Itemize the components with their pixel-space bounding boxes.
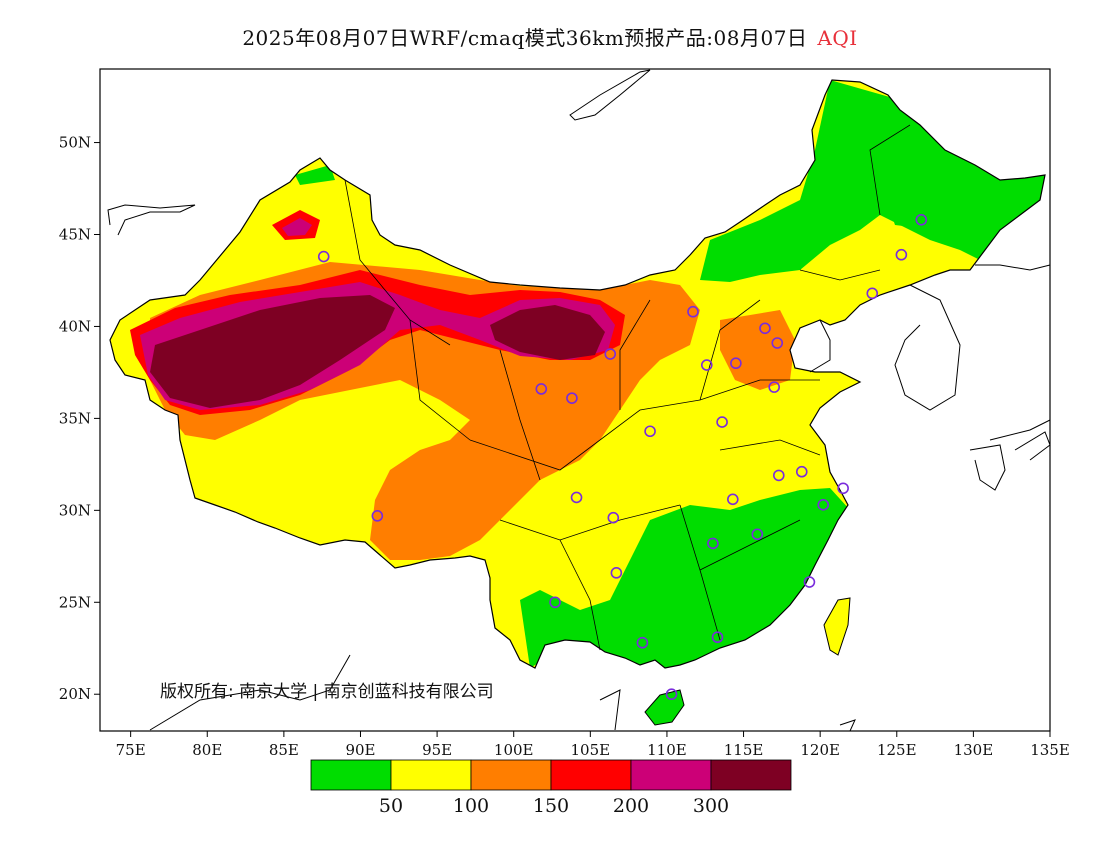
lat-tick-label: 45N bbox=[59, 226, 91, 244]
lon-tick-label: 95E bbox=[422, 741, 452, 759]
lat-tick-label: 35N bbox=[59, 409, 91, 427]
title-variable: AQI bbox=[817, 26, 858, 50]
station-marker bbox=[730, 357, 742, 370]
lon-tick-label: 125E bbox=[877, 741, 917, 759]
colorbar-swatch bbox=[630, 759, 712, 791]
neighbour-coastlines bbox=[107, 69, 1051, 732]
station-marker bbox=[566, 392, 578, 404]
station-marker bbox=[570, 491, 583, 504]
station-marker bbox=[866, 287, 879, 300]
lon-tick-label: 90E bbox=[345, 741, 375, 759]
station-marker bbox=[549, 596, 561, 609]
station-marker bbox=[711, 631, 724, 644]
station-marker bbox=[803, 576, 816, 588]
station-marker bbox=[535, 383, 548, 395]
colorbar-swatch bbox=[710, 759, 792, 791]
lon-tick-label: 135E bbox=[1030, 741, 1070, 759]
lon-tick-label: 120E bbox=[800, 741, 840, 759]
station-marker bbox=[604, 348, 617, 360]
station-marker bbox=[700, 359, 713, 371]
colorbar-label: 200 bbox=[613, 795, 649, 817]
map-title: 2025年08月07日WRF/cmaq模式36km预报产品:08月07日 AQI bbox=[0, 22, 1100, 51]
colorbar-swatch bbox=[470, 759, 552, 791]
station-marker bbox=[837, 482, 849, 495]
lon-tick-label: 105E bbox=[571, 741, 611, 759]
station-marker bbox=[716, 416, 728, 428]
lat-tick-label: 50N bbox=[59, 134, 91, 152]
colorbar-label: 300 bbox=[693, 795, 729, 817]
station-marker bbox=[707, 537, 719, 550]
title-main: 2025年08月07日WRF/cmaq模式36km预报产品:08月07日 bbox=[242, 26, 808, 50]
province-boundaries bbox=[344, 124, 911, 651]
colorbar-swatch bbox=[550, 759, 632, 791]
lat-tick-label: 30N bbox=[59, 501, 91, 519]
station-markers bbox=[317, 213, 928, 701]
lat-tick-label: 20N bbox=[59, 685, 91, 703]
lon-tick-label: 85E bbox=[269, 741, 299, 759]
station-marker bbox=[915, 213, 928, 226]
latitude-ticks: 20N 25N 30N 35N 40N 45N 50N bbox=[59, 134, 100, 703]
lon-tick-label: 100E bbox=[494, 741, 534, 759]
colorbar-label: 100 bbox=[453, 795, 489, 817]
map-frame bbox=[99, 68, 1051, 732]
station-marker bbox=[759, 322, 771, 335]
station-marker bbox=[751, 528, 764, 541]
station-marker bbox=[687, 305, 699, 318]
lat-tick-label: 25N bbox=[59, 593, 91, 611]
station-marker bbox=[610, 567, 623, 579]
colorbar: 50 100 150 200 300 bbox=[310, 759, 792, 817]
lon-tick-label: 75E bbox=[116, 741, 146, 759]
station-marker bbox=[665, 688, 678, 701]
station-marker bbox=[317, 250, 330, 263]
station-marker bbox=[772, 469, 785, 482]
longitude-ticks: 75E 80E 85E 90E 95E 100E 105E 110E 115E 120E 125E 1… bbox=[116, 731, 1070, 759]
station-marker bbox=[771, 337, 784, 349]
colorbar-label: 150 bbox=[533, 795, 569, 817]
lat-tick-label: 40N bbox=[59, 317, 91, 335]
taiwan-island bbox=[823, 597, 851, 656]
station-marker bbox=[727, 493, 739, 506]
station-marker bbox=[636, 636, 649, 649]
colorbar-label: 50 bbox=[379, 795, 403, 817]
lon-tick-label: 110E bbox=[647, 741, 687, 759]
station-marker bbox=[895, 248, 908, 261]
copyright-text: 版权所有: 南京大学 | 南京创蓝科技有限公司 bbox=[160, 682, 494, 702]
station-marker bbox=[371, 510, 384, 522]
station-marker bbox=[607, 511, 620, 524]
lon-tick-label: 130E bbox=[954, 741, 994, 759]
station-marker bbox=[768, 381, 780, 393]
lon-tick-label: 80E bbox=[192, 741, 222, 759]
colorbar-swatch bbox=[310, 759, 392, 791]
lon-tick-label: 115E bbox=[724, 741, 764, 759]
colorbar-swatch bbox=[390, 759, 472, 791]
station-marker bbox=[795, 465, 808, 478]
station-marker bbox=[644, 425, 656, 438]
station-marker bbox=[817, 499, 830, 511]
